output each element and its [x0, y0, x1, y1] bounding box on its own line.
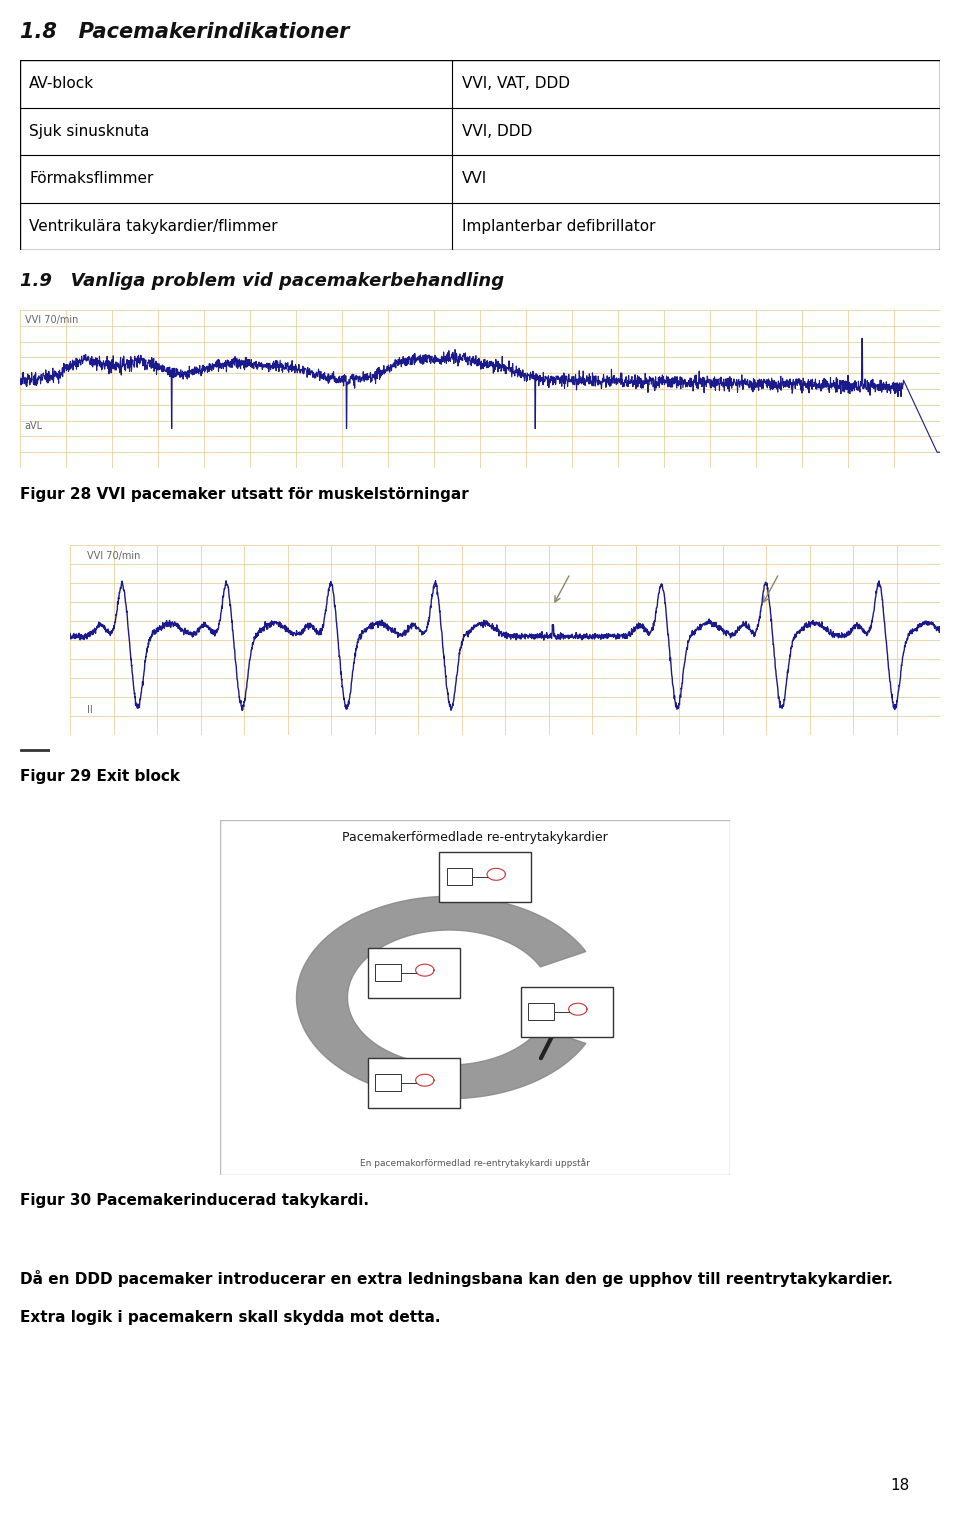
Text: Figur 28 VVI pacemaker utsatt för muskelstörningar: Figur 28 VVI pacemaker utsatt för muskel…: [20, 487, 468, 502]
Bar: [375, 964, 401, 981]
Text: Figur 30 Pacemakerinducerad takykardi.: Figur 30 Pacemakerinducerad takykardi.: [20, 1193, 369, 1208]
Text: Sjuk sinusknuta: Sjuk sinusknuta: [29, 124, 150, 138]
Text: Figur 29 Exit block: Figur 29 Exit block: [20, 768, 180, 783]
Bar: [446, 868, 472, 885]
Bar: [368, 947, 460, 997]
Bar: [440, 852, 531, 902]
Text: AV-block: AV-block: [29, 76, 94, 91]
Text: Ventrikulära takykardier/flimmer: Ventrikulära takykardier/flimmer: [29, 219, 277, 234]
Bar: [375, 1075, 401, 1091]
Text: Implanterbar defibrillator: Implanterbar defibrillator: [462, 219, 655, 234]
Polygon shape: [297, 896, 586, 1099]
Text: 1.8   Pacemakerindikationer: 1.8 Pacemakerindikationer: [20, 21, 349, 43]
Text: VVI 70/min: VVI 70/min: [25, 314, 78, 325]
Text: Pacemakerförmedlade re-entrytakykardier: Pacemakerförmedlade re-entrytakykardier: [342, 830, 608, 844]
Text: VVI 70/min: VVI 70/min: [87, 551, 141, 560]
Text: VVI, VAT, DDD: VVI, VAT, DDD: [462, 76, 569, 91]
Text: VVI, DDD: VVI, DDD: [462, 124, 532, 138]
Bar: [528, 1003, 554, 1020]
Text: 1.9   Vanliga problem vid pacemakerbehandling: 1.9 Vanliga problem vid pacemakerbehandl…: [20, 273, 504, 290]
Bar: [521, 987, 612, 1037]
Bar: [368, 1058, 460, 1108]
Text: II: II: [87, 704, 93, 715]
Text: 18: 18: [890, 1479, 910, 1494]
Text: En pacemakorförmedlad re-entrytakykardi uppstår: En pacemakorförmedlad re-entrytakykardi …: [360, 1158, 590, 1167]
Text: Extra logik i pacemakern skall skydda mot detta.: Extra logik i pacemakern skall skydda mo…: [20, 1310, 441, 1325]
Text: Förmaksflimmer: Förmaksflimmer: [29, 172, 154, 187]
Text: aVL: aVL: [25, 420, 43, 431]
Text: Då en DDD pacemaker introducerar en extra ledningsbana kan den ge upphov till re: Då en DDD pacemaker introducerar en extr…: [20, 1271, 893, 1287]
Text: VVI: VVI: [462, 172, 487, 187]
